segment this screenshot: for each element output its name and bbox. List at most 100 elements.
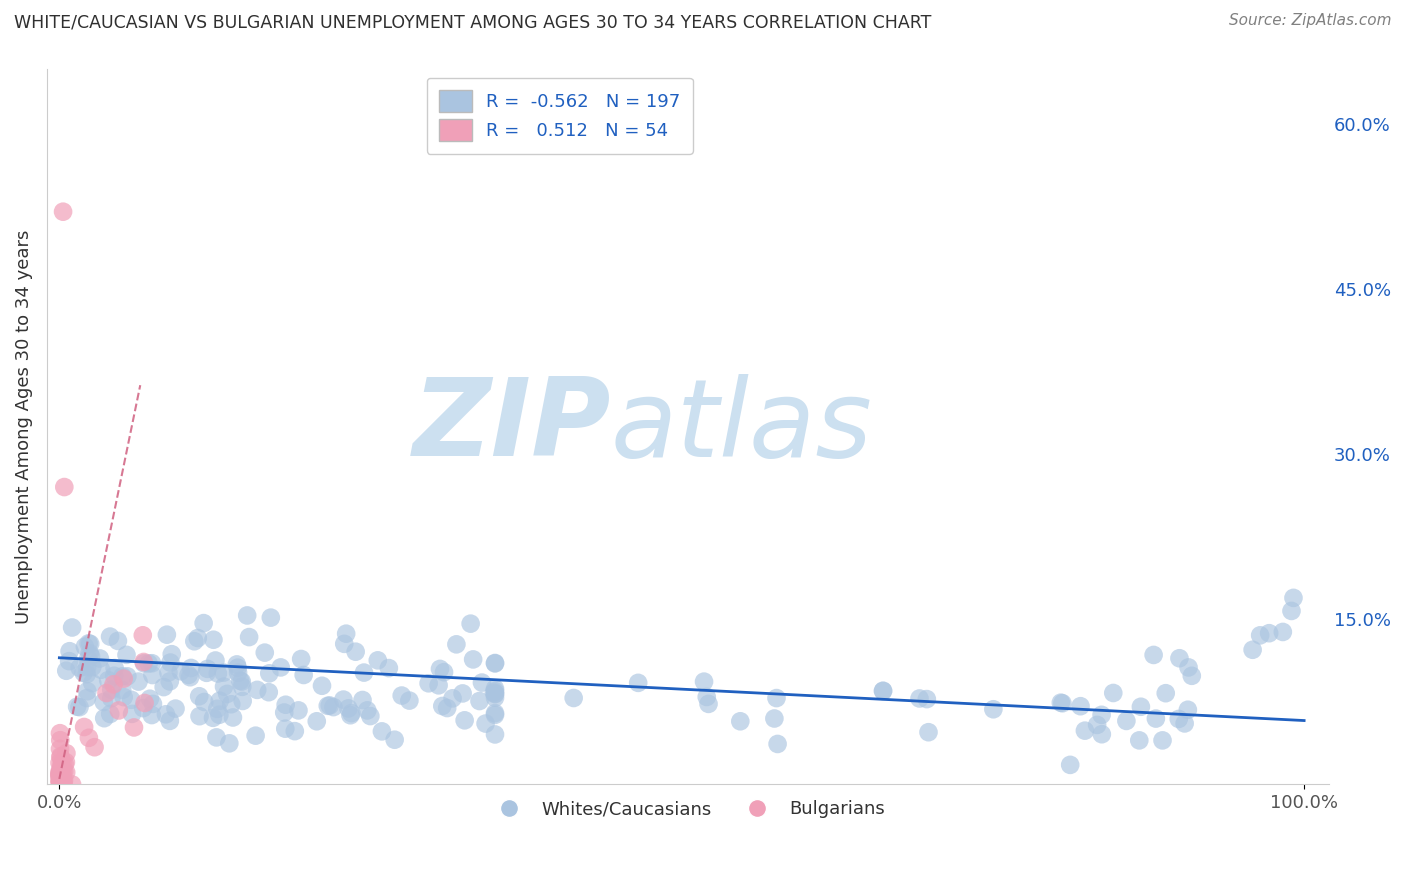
Point [474,716,496,731]
Point [627,676,650,690]
Point [1052,696,1074,710]
Point [212,665,235,680]
Point [202,632,225,647]
Point [908,691,931,706]
Point [49,772,72,787]
Text: ZIP: ZIP [412,374,612,480]
Point [195,665,218,680]
Point [122,720,145,734]
Point [273,706,295,720]
Point [76,691,98,706]
Point [259,666,281,681]
Point [49,763,72,777]
Point [471,675,494,690]
Point [152,680,174,694]
Point [1128,733,1150,747]
Point [1282,591,1305,605]
Point [460,616,482,631]
Point [226,665,249,680]
Point [51,769,73,783]
Point [335,626,357,640]
Point [49,750,72,764]
Point [446,637,468,651]
Point [484,706,506,720]
Point [352,693,374,707]
Point [180,661,202,675]
Point [337,701,360,715]
Point [193,616,215,631]
Point [159,714,181,728]
Point [138,657,160,671]
Point [157,665,180,680]
Point [49,733,72,747]
Point [484,727,506,741]
Point [52,776,75,790]
Point [49,773,72,788]
Point [207,702,229,716]
Point [270,660,292,674]
Point [76,667,98,681]
Point [697,697,720,711]
Point [1258,626,1281,640]
Point [60,777,83,791]
Point [1174,716,1197,731]
Point [332,692,354,706]
Point [222,710,245,724]
Point [49,764,72,779]
Point [155,707,177,722]
Point [339,708,361,723]
Point [55,746,77,760]
Point [108,703,131,717]
Point [52,777,75,791]
Point [231,680,253,694]
Point [159,674,181,689]
Point [344,645,367,659]
Point [73,640,96,654]
Point [418,676,440,690]
Point [139,691,162,706]
Point [103,669,125,683]
Point [765,691,787,706]
Point [274,698,297,712]
Point [763,711,786,725]
Point [482,685,505,699]
Point [100,691,122,706]
Point [142,697,165,711]
Point [1177,703,1199,717]
Point [103,677,125,691]
Point [55,664,77,678]
Point [51,772,73,787]
Point [1241,642,1264,657]
Point [204,653,226,667]
Point [253,646,276,660]
Point [48,773,70,788]
Point [132,657,155,671]
Point [1154,686,1177,700]
Point [292,668,315,682]
Point [730,714,752,729]
Point [207,666,229,681]
Point [80,649,103,664]
Point [53,480,76,494]
Point [77,731,100,745]
Point [353,665,375,680]
Point [872,684,894,698]
Point [104,661,127,675]
Point [97,673,120,688]
Point [1085,718,1108,732]
Point [225,657,247,672]
Point [1129,699,1152,714]
Point [60,620,83,634]
Point [484,690,506,705]
Point [232,694,254,708]
Point [484,684,506,698]
Point [141,657,163,671]
Point [1168,651,1191,665]
Point [217,687,239,701]
Point [229,673,252,688]
Point [766,737,789,751]
Point [52,204,75,219]
Point [246,682,269,697]
Point [79,647,101,661]
Point [218,736,240,750]
